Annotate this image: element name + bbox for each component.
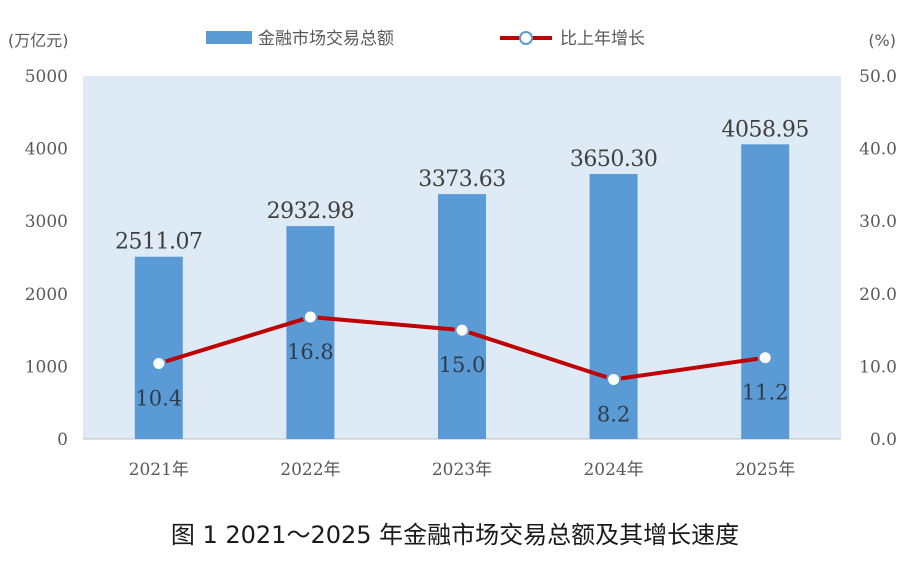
left-axis-tick-label: 0: [57, 430, 68, 450]
line-point: [757, 350, 773, 366]
left-axis-tick-label: 1000: [25, 357, 68, 377]
line-value-label: 15.0: [439, 353, 486, 377]
left-axis-tick-label: 2000: [25, 285, 68, 305]
left-axis-tick-label: 5000: [25, 67, 68, 87]
bar-series: [134, 144, 790, 439]
legend-line-marker: [519, 31, 533, 45]
line-point: [606, 371, 622, 387]
bar-value-label: 2932.98: [267, 199, 354, 224]
right-axis-tick-label: 20.0: [859, 285, 897, 305]
x-axis-tick-label: 2023年: [432, 460, 492, 480]
bar: [741, 144, 790, 439]
x-axis-tick-label: 2022年: [280, 460, 340, 480]
x-axis-tick-label: 2024年: [583, 460, 643, 480]
bar-value-label: 2511.07: [115, 230, 202, 255]
line-point: [302, 309, 318, 325]
legend-line-label: 比上年增长: [560, 29, 645, 49]
line-data-labels: 10.4 16.8 15.0 8.2 11.2: [135, 340, 788, 426]
bar: [589, 173, 638, 439]
left-axis-tick-label: 3000: [25, 212, 68, 232]
left-axis-unit: (万亿元): [8, 31, 69, 50]
line-value-label: 8.2: [597, 402, 630, 426]
legend-bar-label: 金融市场交易总额: [258, 29, 394, 49]
line-point: [454, 322, 470, 338]
figure-caption: 图 1 2021～2025 年金融市场交易总额及其增长速度: [171, 521, 739, 549]
line-segment: [308, 315, 464, 333]
left-axis-ticks: 0 1000 2000 3000 4000 5000: [25, 67, 68, 450]
bar: [438, 194, 486, 439]
line-segment: [611, 355, 768, 382]
right-axis-tick-label: 40.0: [859, 140, 897, 160]
line-value-label: 10.4: [135, 386, 182, 410]
line-segment: [460, 328, 616, 382]
right-axis-tick-label: 0.0: [870, 430, 897, 450]
bar-data-labels: 2511.07 2932.98 3373.63 3650.30 4058.95: [115, 117, 809, 254]
bar-value-label: 3650.30: [570, 147, 657, 172]
right-axis-unit: (%): [868, 31, 896, 50]
line-segment: [156, 315, 313, 366]
left-axis-tick-label: 4000: [25, 140, 68, 160]
right-axis-tick-label: 50.0: [859, 67, 897, 87]
x-axis-tick-label: 2025年: [735, 460, 795, 480]
right-axis-tick-label: 10.0: [859, 357, 897, 377]
line-series: [151, 309, 773, 387]
legend-bar-swatch: [206, 31, 252, 44]
legend: 金融市场交易总额 比上年增长: [206, 29, 645, 49]
line-value-label: 16.8: [287, 340, 334, 364]
bar-value-label: 3373.63: [418, 167, 505, 192]
bar: [134, 256, 183, 439]
x-axis-ticks: 2021年 2022年 2023年 2024年 2025年: [129, 460, 796, 480]
x-axis-tick-label: 2021年: [129, 460, 189, 480]
line-point: [151, 355, 167, 371]
right-axis-ticks: 0.0 10.0 20.0 30.0 40.0 50.0: [859, 67, 897, 450]
bar: [286, 226, 335, 439]
line-value-label: 11.2: [742, 381, 789, 405]
bar-value-label: 4058.95: [721, 117, 808, 142]
right-axis-tick-label: 30.0: [859, 212, 897, 232]
